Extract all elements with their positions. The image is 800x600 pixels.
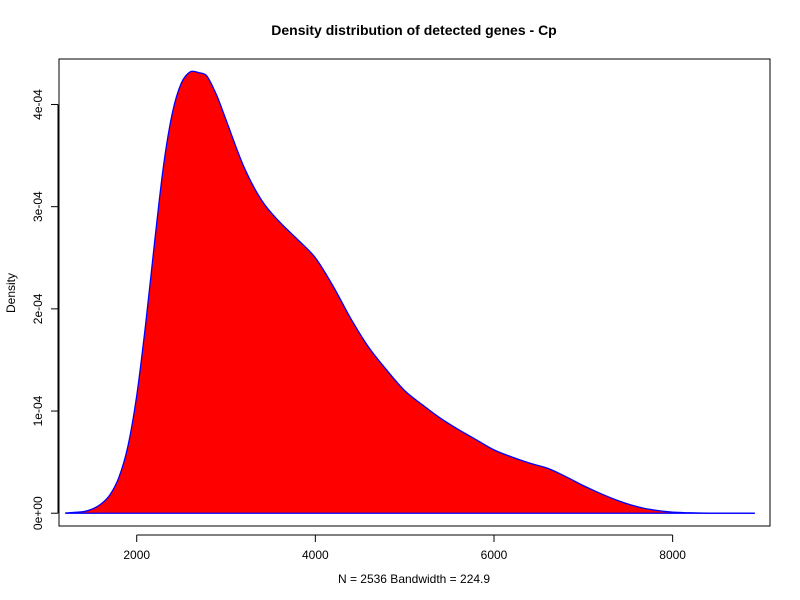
x-tick-label: 8000 [659, 548, 686, 562]
y-tick-label: 2e-04 [31, 293, 45, 324]
density-line [65, 70, 755, 514]
chart-title: Density distribution of detected genes -… [271, 22, 556, 38]
y-tick-label: 4e-04 [31, 89, 45, 120]
y-axis: 0e+00 1e-04 2e-04 3e-04 4e-04 [31, 89, 59, 530]
x-tick-label: 2000 [123, 548, 150, 562]
y-axis-label: Density [4, 273, 18, 313]
plot-frame [58, 58, 771, 527]
y-tick-label: 3e-04 [31, 191, 45, 222]
y-tick-label: 0e+00 [31, 496, 45, 530]
x-tick-label: 4000 [302, 548, 329, 562]
x-axis-label: N = 2536 Bandwidth = 224.9 [338, 572, 490, 586]
x-tick-label: 6000 [481, 548, 508, 562]
x-axis: 2000 4000 6000 8000 [123, 534, 686, 562]
density-area [65, 71, 755, 514]
y-tick-label: 1e-04 [31, 395, 45, 426]
